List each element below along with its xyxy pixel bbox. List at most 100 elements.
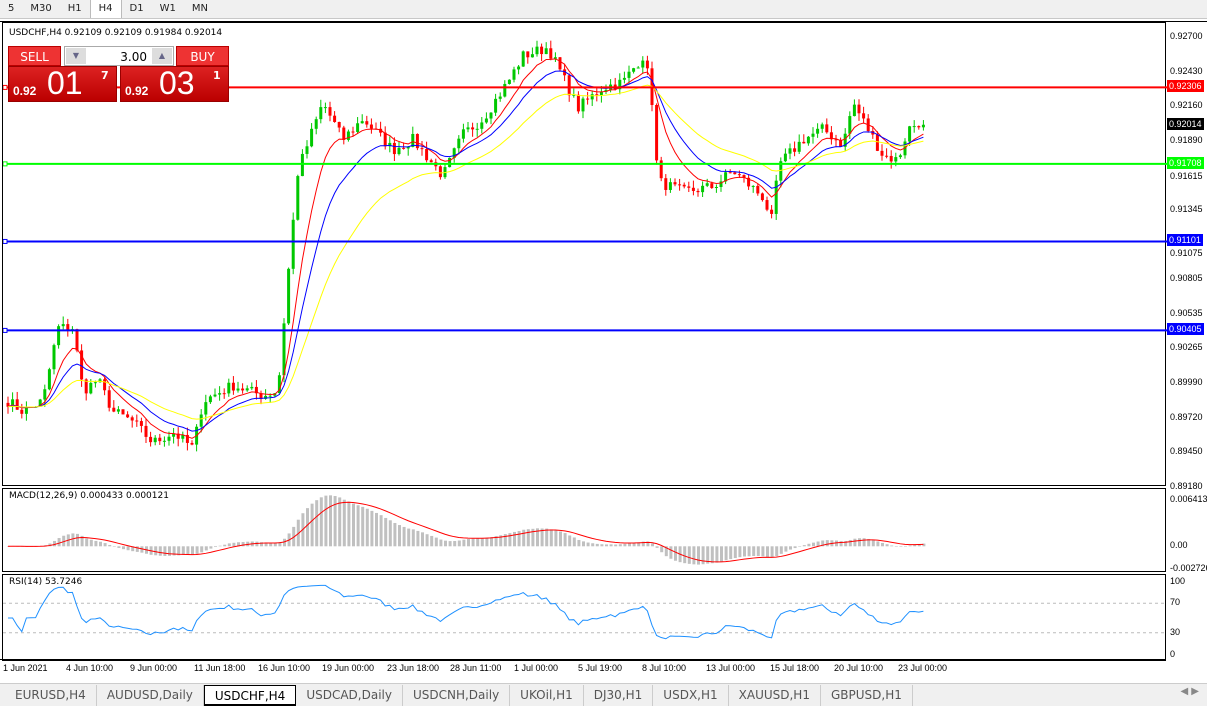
chart-tab[interactable]: EURUSD,H4 xyxy=(5,685,97,706)
chart-tab[interactable]: USDX,H1 xyxy=(653,685,729,706)
macd-histogram-bar xyxy=(706,546,710,564)
macd-histogram-bar xyxy=(913,544,917,547)
macd-histogram-bar xyxy=(131,546,135,552)
timeframe-h4[interactable]: H4 xyxy=(89,0,122,18)
macd-histogram-bar xyxy=(191,546,194,555)
fast-moving-average-line xyxy=(7,58,924,439)
chart-tab[interactable]: XAUUSD,H1 xyxy=(729,685,821,706)
macd-histogram-bar xyxy=(352,503,355,547)
candle-body xyxy=(857,104,861,114)
chart-tab[interactable]: UKOil,H1 xyxy=(510,685,584,706)
decrease-lot-icon[interactable]: ▼ xyxy=(66,48,86,64)
buy-button[interactable]: BUY xyxy=(176,46,229,66)
price-tick-label: 0.89990 xyxy=(1170,377,1203,388)
level-anchor-handle xyxy=(3,327,8,333)
candle-body xyxy=(728,172,732,174)
candle-body xyxy=(24,406,28,414)
chart-tab[interactable]: AUDUSD,Daily xyxy=(97,685,204,706)
macd-histogram-bar xyxy=(531,528,535,547)
candle-body xyxy=(765,200,769,210)
macd-histogram-bar xyxy=(140,546,144,553)
candle-body xyxy=(406,146,410,149)
timeframe-d1[interactable]: D1 xyxy=(129,3,144,14)
macd-histogram-bar xyxy=(85,538,89,547)
candle-body xyxy=(185,434,189,443)
macd-histogram-bar xyxy=(563,533,567,547)
rsi-line xyxy=(8,584,924,640)
timeframe-h1[interactable]: H1 xyxy=(67,3,82,14)
buy-price[interactable]: 0.92 03 1 xyxy=(120,66,229,102)
candle-body xyxy=(291,219,295,269)
timeframe-5[interactable]: 5 xyxy=(8,3,15,14)
macd-histogram-bar xyxy=(867,538,871,547)
buy-price-pip: 1 xyxy=(213,69,221,82)
macd-histogram-bar xyxy=(333,496,337,547)
candle-body xyxy=(43,389,47,400)
macd-histogram-bar xyxy=(260,542,263,547)
candle-body xyxy=(498,96,502,99)
candle-body xyxy=(93,382,97,384)
candle-body xyxy=(885,155,889,157)
macd-histogram-bar xyxy=(701,546,705,565)
macd-histogram-bar xyxy=(53,540,56,547)
time-tick-label: 9 Jun 00:00 xyxy=(130,663,178,673)
macd-histogram-bar xyxy=(917,544,921,547)
candle-body xyxy=(530,54,534,58)
sell-button[interactable]: SELL xyxy=(8,46,61,66)
chart-tab[interactable]: DJ30,H1 xyxy=(584,685,654,706)
sell-price[interactable]: 0.92 01 7 xyxy=(8,66,117,102)
lot-size-stepper[interactable]: ▼ 3.00 ▲ xyxy=(64,46,174,66)
candle-body xyxy=(682,184,686,187)
macd-histogram-bar xyxy=(319,497,323,547)
candle-body xyxy=(806,136,810,144)
time-tick-label: 1 Jun 2021 xyxy=(3,663,48,673)
timeframe-w1[interactable]: W1 xyxy=(159,3,176,14)
chart-tab[interactable]: USDCHF,H4 xyxy=(203,685,297,706)
rsi-panel[interactable]: RSI(14) 53.7246 xyxy=(2,574,1167,661)
macd-histogram-bar xyxy=(876,541,880,547)
macd-histogram-bar xyxy=(586,542,590,547)
candle-body xyxy=(636,67,640,69)
lot-size-value[interactable]: 3.00 xyxy=(120,50,147,64)
timeframe-m30[interactable]: M30 xyxy=(30,3,52,14)
price-tick-label: 0.90805 xyxy=(1170,273,1203,284)
macd-histogram-bar xyxy=(591,543,595,547)
macd-histogram-bar xyxy=(858,538,861,547)
candle-body xyxy=(797,141,801,152)
chart-tab[interactable]: GBPUSD,H1 xyxy=(821,685,913,706)
candle-body xyxy=(167,436,171,441)
macd-histogram-bar xyxy=(186,546,190,555)
candle-body xyxy=(567,75,571,96)
candle-body xyxy=(379,128,383,133)
chart-tab[interactable]: USDCNH,Daily xyxy=(403,685,511,706)
macd-histogram-bar xyxy=(112,546,116,547)
chart-tab[interactable]: USDCAD,Daily xyxy=(296,685,403,706)
candle-body xyxy=(268,395,272,397)
macd-histogram-bar xyxy=(770,546,774,558)
level-price-tag: 0.91708 xyxy=(1167,156,1204,169)
candle-body xyxy=(259,393,263,399)
macd-histogram-bar xyxy=(204,546,208,551)
time-tick-label: 5 Jul 19:00 xyxy=(578,663,623,673)
candle-body xyxy=(66,324,70,331)
macd-histogram-bar xyxy=(379,515,383,547)
macd-panel[interactable]: MACD(12,26,9) 0.000433 0.000121 xyxy=(2,488,1166,572)
macd-histogram-bar xyxy=(683,546,687,564)
price-tick-label: 0.92700 xyxy=(1170,31,1203,42)
time-tick-label: 11 Jun 18:00 xyxy=(194,663,246,673)
macd-histogram-bar xyxy=(908,545,912,547)
main-chart[interactable]: USDCHF,H4 0.92109 0.92109 0.91984 0.9201… xyxy=(2,22,1167,486)
macd-histogram-bar xyxy=(729,546,733,560)
macd-histogram-bar xyxy=(48,543,52,547)
tab-scroll-arrows[interactable]: ◀ ▶ xyxy=(1180,686,1199,697)
increase-lot-icon[interactable]: ▲ xyxy=(152,48,172,64)
candle-body xyxy=(300,153,304,177)
macd-histogram-bar xyxy=(384,517,388,547)
candle-body xyxy=(213,394,217,397)
timeframe-mn[interactable]: MN xyxy=(191,3,208,14)
macd-histogram-bar xyxy=(835,540,838,547)
candle-body xyxy=(144,425,148,437)
macd-histogram-bar xyxy=(269,542,273,547)
macd-histogram-bar xyxy=(338,497,342,547)
candle-body xyxy=(641,60,645,68)
